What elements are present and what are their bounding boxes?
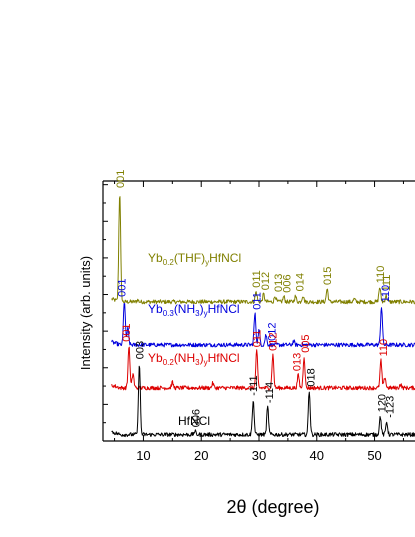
- x-tick-label: 30: [252, 448, 266, 463]
- peak-label: 120: [377, 394, 389, 412]
- peak-label: 011: [252, 292, 264, 310]
- series-labels: Yb0.2(THF)yHfNCl Yb0.3(NH3)yHfNCl Yb0.2(NH…: [148, 251, 241, 428]
- x-tick-label: 40: [310, 448, 324, 463]
- peak-label: 013: [273, 274, 285, 292]
- peak-label: 011: [251, 270, 263, 288]
- x-tick-label: 20: [194, 448, 208, 463]
- peak-label: 005: [300, 334, 312, 352]
- peak-label: 013: [292, 353, 304, 371]
- series-name-1: Yb0.3(NH3)yHfNCl: [148, 302, 240, 318]
- series-traces: [111, 196, 415, 438]
- axes: 10 20 30 40 50: [103, 181, 404, 463]
- peak-label: 012: [267, 323, 279, 341]
- peak-label: 111: [381, 275, 393, 292]
- series-line-1: [111, 303, 415, 348]
- peak-label: 110: [375, 266, 387, 284]
- series-line-0: [111, 196, 415, 305]
- x-tick-label: 50: [367, 448, 381, 463]
- peak-label: 012: [260, 272, 272, 290]
- series-name-3: HfNCl: [178, 414, 210, 428]
- peak-label: -123: [385, 396, 397, 418]
- peak-label: 001: [115, 170, 127, 188]
- peak-label: 012: [267, 333, 279, 351]
- peak-label: 006: [282, 274, 294, 292]
- series-name-0: Yb0.2(THF)yHfNCl: [148, 251, 241, 267]
- peak-label: 006: [190, 409, 202, 427]
- peak-label: 011: [252, 330, 264, 348]
- peak-label: 015: [322, 267, 334, 285]
- peak-label: -111: [248, 375, 260, 395]
- peak-label: -114: [264, 382, 276, 403]
- series-line-3: [111, 365, 415, 438]
- series-line-2: [111, 346, 415, 391]
- y-axis-label: Intensity (arb. units): [78, 256, 93, 370]
- series-name-2: Yb0.2(NH3)yHfNCl: [148, 351, 240, 367]
- peak-label: 110: [378, 339, 390, 357]
- x-axis-label: 2θ (degree): [226, 497, 319, 517]
- peak-label: 018: [305, 368, 317, 386]
- peak-label: 001: [117, 279, 129, 297]
- peak-label: 001: [121, 323, 133, 341]
- x-tick-label: 10: [136, 448, 150, 463]
- peak-label: 003: [134, 341, 146, 359]
- peak-label: 014: [294, 273, 306, 291]
- peak-label: 110: [380, 285, 392, 303]
